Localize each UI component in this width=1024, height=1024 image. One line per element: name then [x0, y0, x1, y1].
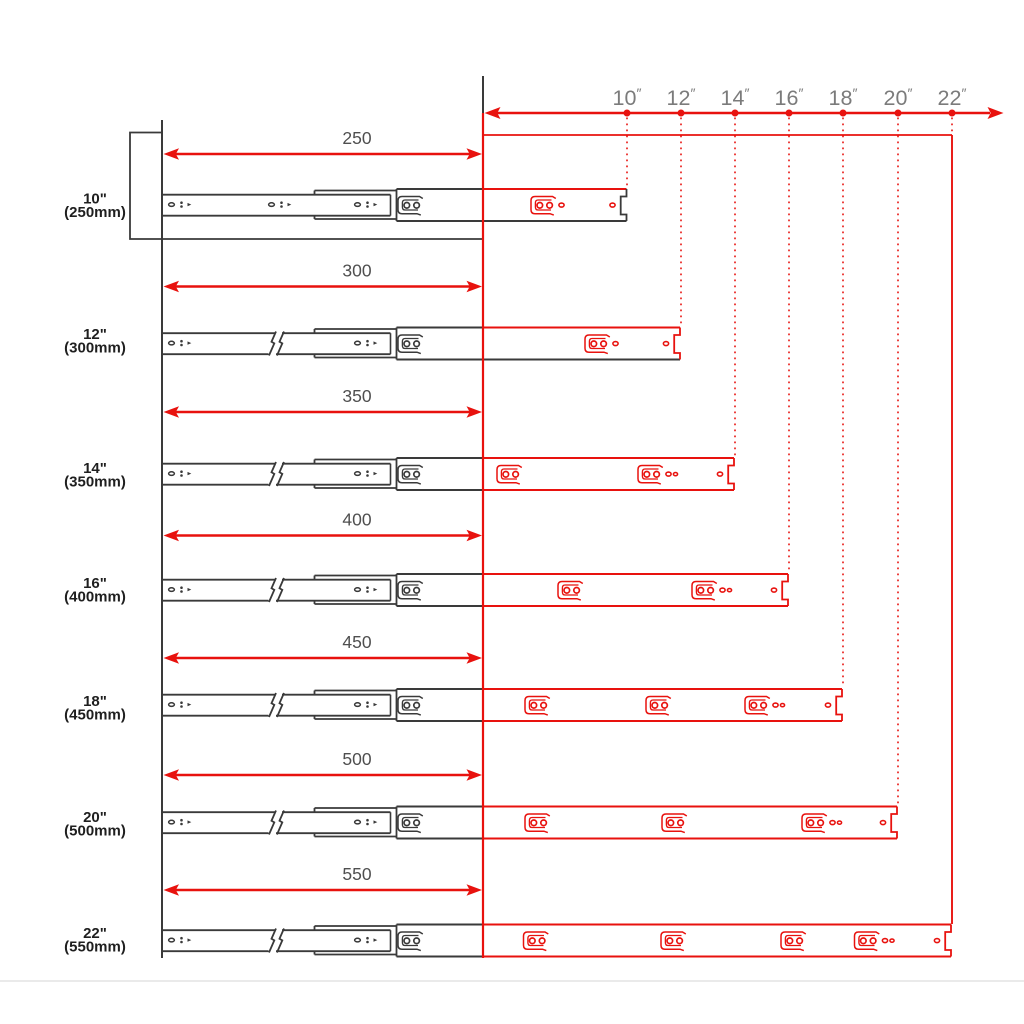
svg-text:300: 300: [342, 261, 371, 281]
svg-text:20": 20": [83, 809, 107, 826]
svg-text:(400mm): (400mm): [64, 589, 126, 606]
svg-text:14": 14": [83, 460, 107, 477]
svg-text:18": 18": [83, 693, 107, 710]
svg-text:500: 500: [342, 749, 371, 769]
svg-text:(250mm): (250mm): [64, 204, 126, 221]
svg-text:10": 10": [83, 191, 107, 208]
svg-text:450: 450: [342, 632, 371, 652]
svg-text:16": 16": [83, 575, 107, 592]
svg-text:550: 550: [342, 864, 371, 884]
svg-text:(550mm): (550mm): [64, 939, 126, 956]
svg-text:(500mm): (500mm): [64, 823, 126, 840]
svg-text:250: 250: [342, 128, 371, 148]
svg-text:(450mm): (450mm): [64, 707, 126, 724]
svg-text:(350mm): (350mm): [64, 474, 126, 491]
svg-text:(300mm): (300mm): [64, 340, 126, 357]
svg-text:12": 12": [83, 326, 107, 343]
svg-text:22": 22": [83, 925, 107, 942]
svg-text:350: 350: [342, 386, 371, 406]
svg-text:400: 400: [342, 510, 371, 530]
